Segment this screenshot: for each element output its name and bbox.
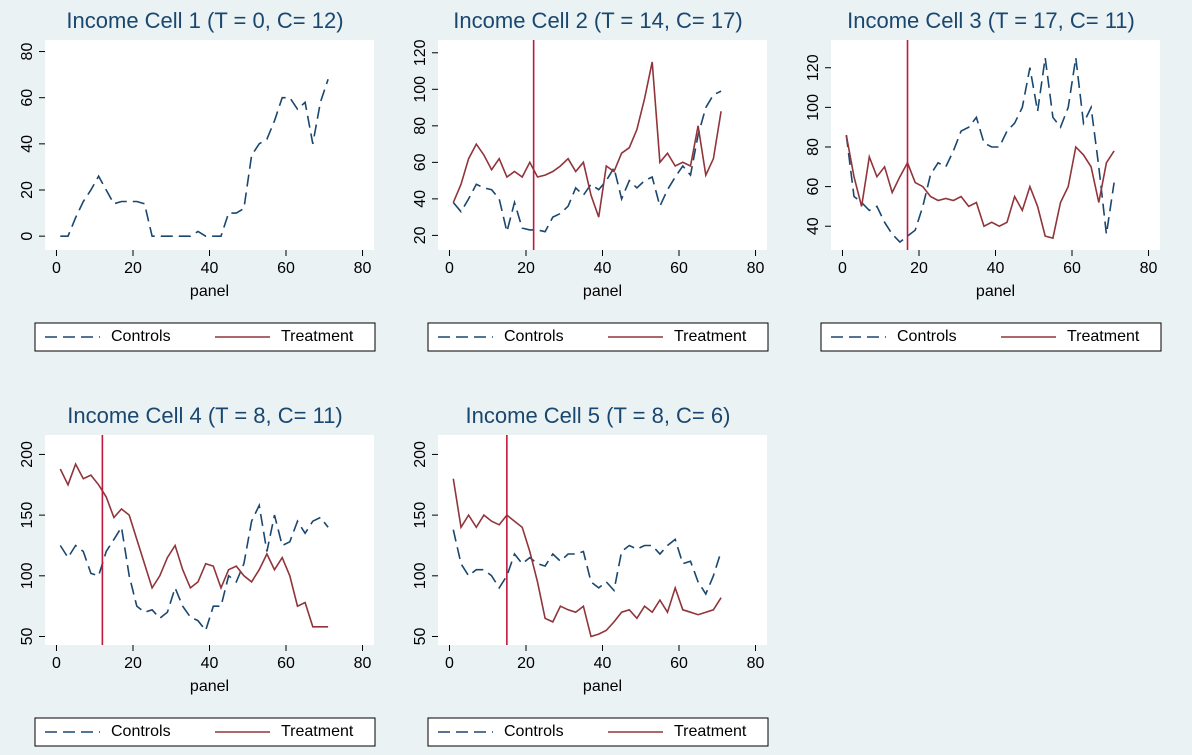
legend-label: Treatment — [674, 723, 747, 740]
plot-area — [438, 435, 767, 645]
x-tick-label: 40 — [201, 260, 219, 277]
chart-title: Income Cell 1 (T = 0, C= 12) — [66, 8, 343, 33]
x-tick-label: 80 — [1140, 260, 1158, 277]
x-tick-label: 60 — [277, 260, 295, 277]
series-line — [452, 90, 722, 233]
legend-label: Controls — [504, 328, 564, 345]
legend-label: Treatment — [281, 723, 354, 740]
y-tick-label: 120 — [412, 39, 429, 66]
chart-title: Income Cell 2 (T = 14, C= 17) — [453, 8, 742, 33]
x-tick-label: 20 — [910, 260, 928, 277]
x-tick-label: 40 — [201, 655, 219, 672]
chart-title: Income Cell 5 (T = 8, C= 6) — [466, 403, 731, 428]
y-tick-label: 200 — [412, 441, 429, 468]
y-tick-label: 200 — [19, 441, 36, 468]
y-tick-label: 100 — [805, 94, 822, 121]
panel: Income Cell 5 (T = 8, C= 6) 50 100 150 200 0 2… — [412, 403, 769, 747]
y-tick-label: 120 — [805, 54, 822, 81]
x-tick-label: 60 — [670, 655, 688, 672]
y-tick-label: 100 — [412, 76, 429, 103]
y-tick-label: 80 — [805, 138, 822, 156]
x-tick-label: 20 — [124, 260, 142, 277]
y-tick-label: 40 — [805, 217, 822, 235]
x-axis-title: panel — [190, 678, 229, 695]
x-axis-title: panel — [583, 283, 622, 300]
y-tick-label: 50 — [19, 628, 36, 646]
y-tick-label: 20 — [412, 226, 429, 244]
x-tick-label: 80 — [747, 260, 765, 277]
y-tick-label: 50 — [412, 628, 429, 646]
y-tick-label: 80 — [19, 43, 36, 61]
series-line — [59, 502, 329, 633]
x-tick-label: 0 — [52, 260, 61, 277]
series-line — [59, 462, 329, 628]
x-tick-label: 60 — [1063, 260, 1081, 277]
series-line — [845, 134, 1115, 240]
legend-label: Treatment — [1067, 328, 1140, 345]
x-tick-label: 40 — [594, 655, 612, 672]
y-tick-label: 150 — [19, 502, 36, 529]
y-tick-label: 60 — [412, 153, 429, 171]
chart-title: Income Cell 3 (T = 17, C= 11) — [847, 8, 1135, 33]
x-tick-label: 20 — [124, 655, 142, 672]
x-tick-label: 0 — [445, 655, 454, 672]
x-tick-label: 60 — [670, 260, 688, 277]
plot-area — [45, 435, 374, 645]
x-tick-label: 20 — [517, 655, 535, 672]
series-line — [452, 478, 722, 638]
plot-area — [831, 40, 1160, 250]
x-tick-label: 40 — [987, 260, 1005, 277]
panel: Income Cell 3 (T = 17, C= 11) 40 60 80 100 12… — [805, 8, 1162, 352]
x-tick-label: 0 — [445, 260, 454, 277]
x-tick-label: 0 — [838, 260, 847, 277]
panel: Income Cell 2 (T = 14, C= 17) 20 40 60 80 100… — [412, 8, 769, 352]
x-axis-title: panel — [583, 678, 622, 695]
legend-label: Controls — [111, 723, 171, 740]
legend-label: Controls — [111, 328, 171, 345]
legend-label: Treatment — [281, 328, 354, 345]
y-tick-label: 20 — [19, 181, 36, 199]
series-line — [452, 529, 722, 596]
legend-label: Controls — [897, 328, 957, 345]
x-axis-title: panel — [190, 283, 229, 300]
x-tick-label: 80 — [747, 655, 765, 672]
y-tick-label: 100 — [412, 562, 429, 589]
x-axis-title: panel — [976, 283, 1015, 300]
x-tick-label: 80 — [354, 655, 372, 672]
series-line — [845, 57, 1115, 244]
series-line — [60, 78, 329, 237]
panel: Income Cell 1 (T = 0, C= 12) 0 20 40 60 80 0 20… — [19, 8, 376, 352]
y-tick-label: 60 — [19, 89, 36, 107]
y-tick-label: 150 — [412, 502, 429, 529]
legend-box — [34, 322, 376, 352]
legend-label: Controls — [504, 723, 564, 740]
y-tick-label: 60 — [805, 178, 822, 196]
x-tick-label: 0 — [52, 655, 61, 672]
y-tick-label: 40 — [412, 190, 429, 208]
legend-label: Treatment — [674, 328, 747, 345]
plot-area — [438, 40, 767, 250]
series-line — [452, 61, 722, 218]
panel: Income Cell 4 (T = 8, C= 11) 50 100 150 200 0… — [19, 403, 376, 747]
x-tick-label: 40 — [594, 260, 612, 277]
y-tick-label: 40 — [19, 135, 36, 153]
chart-title: Income Cell 4 (T = 8, C= 11) — [67, 403, 343, 428]
x-tick-label: 20 — [517, 260, 535, 277]
y-tick-label: 0 — [19, 232, 36, 241]
x-tick-label: 60 — [277, 655, 295, 672]
y-tick-label: 80 — [412, 117, 429, 135]
plot-area — [45, 40, 374, 250]
y-tick-label: 100 — [19, 562, 36, 589]
x-tick-label: 80 — [354, 260, 372, 277]
